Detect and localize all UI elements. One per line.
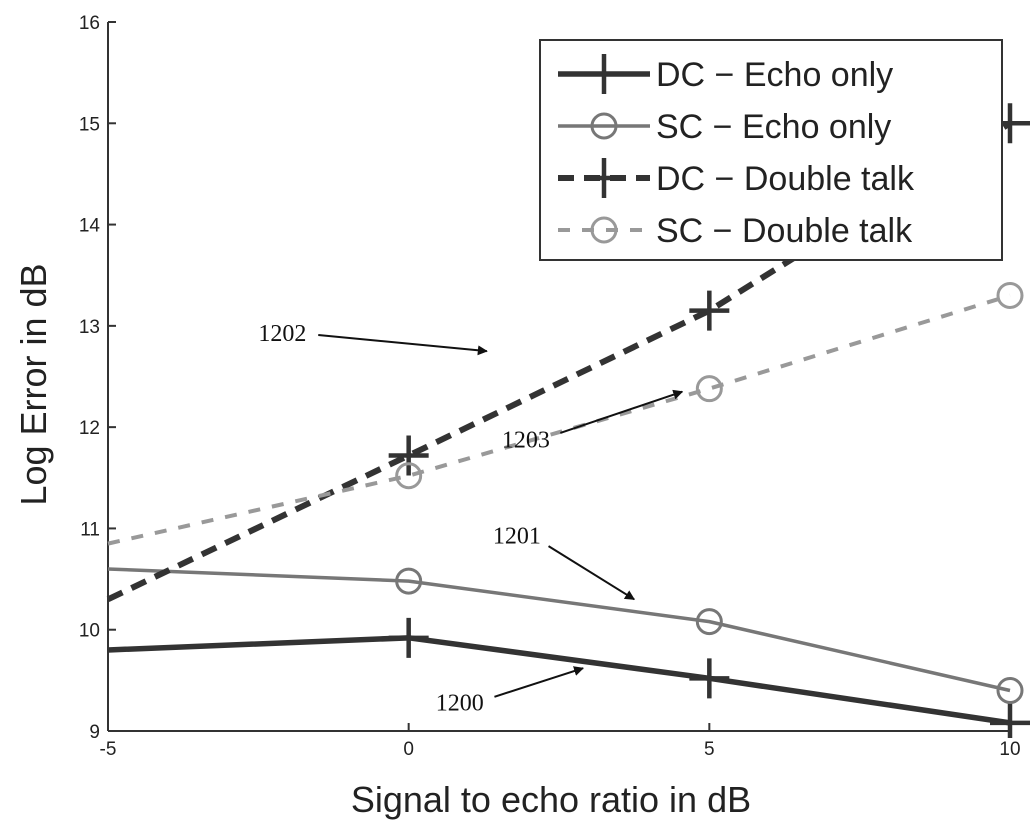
x-tick-label: 5 bbox=[704, 739, 715, 760]
y-tick-label: 9 bbox=[89, 722, 100, 743]
y-tick-label: 16 bbox=[79, 13, 100, 34]
legend-entry: DC − Double talk bbox=[558, 158, 915, 198]
callout-label: 1202 bbox=[258, 321, 306, 347]
series-dc-echo-only bbox=[107, 617, 1030, 738]
y-tick-label: 15 bbox=[79, 114, 100, 135]
callout-1201: 1201 bbox=[493, 524, 636, 601]
callout-label: 1200 bbox=[436, 691, 484, 717]
callout-arrow bbox=[548, 545, 636, 601]
callout-label: 1203 bbox=[502, 427, 550, 453]
y-axis-ticks: 9 10 11 12 13 14 15 16 bbox=[79, 13, 116, 743]
x-axis-ticks: -5 0 5 10 bbox=[100, 723, 1021, 760]
data-point-plus bbox=[990, 702, 1030, 738]
data-point-circle bbox=[996, 281, 1024, 309]
callout-1202: 1202 bbox=[258, 321, 488, 356]
y-axis-label: Log Error in dB bbox=[13, 263, 54, 505]
series-line bbox=[107, 635, 1011, 726]
callout-label: 1201 bbox=[493, 524, 541, 550]
callout-arrow bbox=[318, 333, 488, 356]
legend-label: DC − Double talk bbox=[656, 160, 915, 198]
data-point-circle bbox=[695, 375, 723, 403]
legend-marker-plus bbox=[584, 54, 624, 94]
legend-entry: SC − Echo only bbox=[558, 108, 891, 146]
legend-entries: DC − Echo only SC − Echo only DC − Double … bbox=[558, 54, 915, 250]
data-point-circle bbox=[695, 608, 723, 636]
legend: DC − Echo only SC − Echo only DC − Double … bbox=[539, 39, 1003, 261]
legend-entry: DC − Echo only bbox=[558, 54, 893, 94]
data-point-circle bbox=[996, 676, 1024, 704]
x-axis-label: Signal to echo ratio in dB bbox=[351, 779, 751, 820]
series-line bbox=[107, 567, 1011, 693]
x-tick-label: 10 bbox=[999, 739, 1020, 760]
legend-label: SC − Double talk bbox=[656, 212, 913, 250]
series-sc-double-talk bbox=[107, 281, 1024, 546]
legend-marker-circle bbox=[590, 112, 618, 140]
x-tick-label: 0 bbox=[403, 739, 414, 760]
data-point-circle bbox=[395, 462, 423, 490]
series-line bbox=[107, 293, 1011, 546]
callout-1203: 1203 bbox=[502, 389, 684, 453]
y-tick-label: 11 bbox=[80, 519, 100, 540]
callout-arrow bbox=[560, 389, 684, 434]
series-sc-echo-only bbox=[107, 567, 1024, 704]
y-tick-label: 14 bbox=[79, 216, 101, 237]
y-tick-label: 12 bbox=[79, 418, 100, 439]
legend-marker-circle bbox=[590, 216, 618, 244]
data-point-circle bbox=[395, 567, 423, 595]
data-point-plus bbox=[388, 617, 429, 658]
legend-entry: SC − Double talk bbox=[558, 212, 913, 250]
axes: -5 0 5 10 9 10 11 12 13 14 15 16 bbox=[79, 13, 1021, 760]
legend-marker-plus bbox=[584, 158, 624, 198]
data-point-plus bbox=[388, 435, 429, 476]
x-tick-label: -5 bbox=[100, 739, 117, 760]
callout-arrow bbox=[494, 666, 585, 698]
data-point-plus bbox=[689, 658, 730, 699]
y-tick-label: 13 bbox=[79, 317, 100, 338]
legend-label: DC − Echo only bbox=[656, 56, 893, 94]
legend-label: SC − Echo only bbox=[656, 108, 891, 146]
callout-annotations: 1200 1201 1202 1203 bbox=[258, 321, 684, 717]
y-tick-label: 10 bbox=[79, 621, 100, 642]
data-point-plus bbox=[689, 290, 730, 331]
callout-1200: 1200 bbox=[436, 666, 585, 717]
